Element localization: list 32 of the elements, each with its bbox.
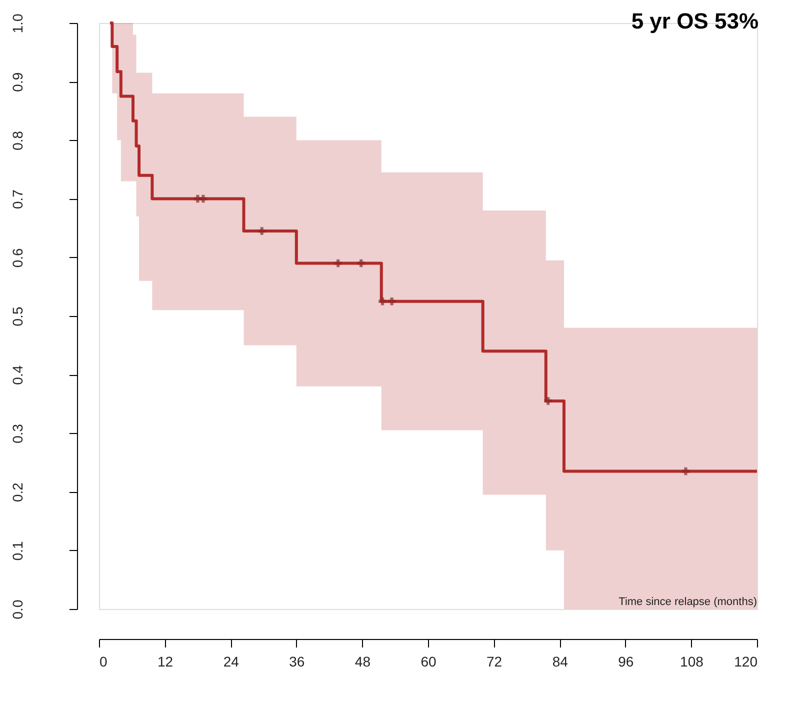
x-tick-label: 72: [486, 654, 502, 670]
point: [334, 259, 342, 268]
x-tick-label: 48: [354, 654, 371, 670]
x-tick-label: 36: [289, 654, 305, 670]
y-tick-label: 0.5: [10, 306, 26, 326]
point: [357, 259, 365, 268]
x-tick-label: 0: [100, 654, 108, 670]
point: [258, 227, 266, 235]
x-tick-label: 24: [223, 654, 240, 670]
point: [378, 297, 386, 306]
y-tick-label: 0.9: [10, 72, 26, 92]
y-tick-label: 0.2: [10, 482, 26, 502]
x-axis-title: Time since relapse (months): [618, 596, 757, 608]
y-tick-label: 0.1: [10, 540, 26, 561]
y-tick-label: 0.3: [10, 424, 26, 444]
x-tick-label: 120: [734, 654, 758, 670]
x-tick-label: 108: [680, 654, 704, 670]
y-tick-label: 0.7: [10, 189, 26, 210]
chart-title: 5 yr OS 53%: [631, 8, 758, 34]
point: [544, 397, 552, 405]
y-tick-label: 0.0: [10, 600, 26, 620]
x-tick-label: 60: [420, 654, 436, 670]
y-tick-label: 0.6: [10, 248, 26, 268]
x-tick-label: 12: [158, 654, 174, 670]
y-tick-label: 1.0: [10, 14, 26, 34]
y-tick-label: 0.8: [10, 130, 26, 150]
x-tick-label: 96: [618, 654, 634, 670]
point: [199, 194, 208, 203]
point: [388, 297, 396, 306]
y-tick-label: 0.4: [10, 365, 26, 385]
point: [682, 467, 690, 476]
x-tick-label: 84: [552, 654, 568, 670]
